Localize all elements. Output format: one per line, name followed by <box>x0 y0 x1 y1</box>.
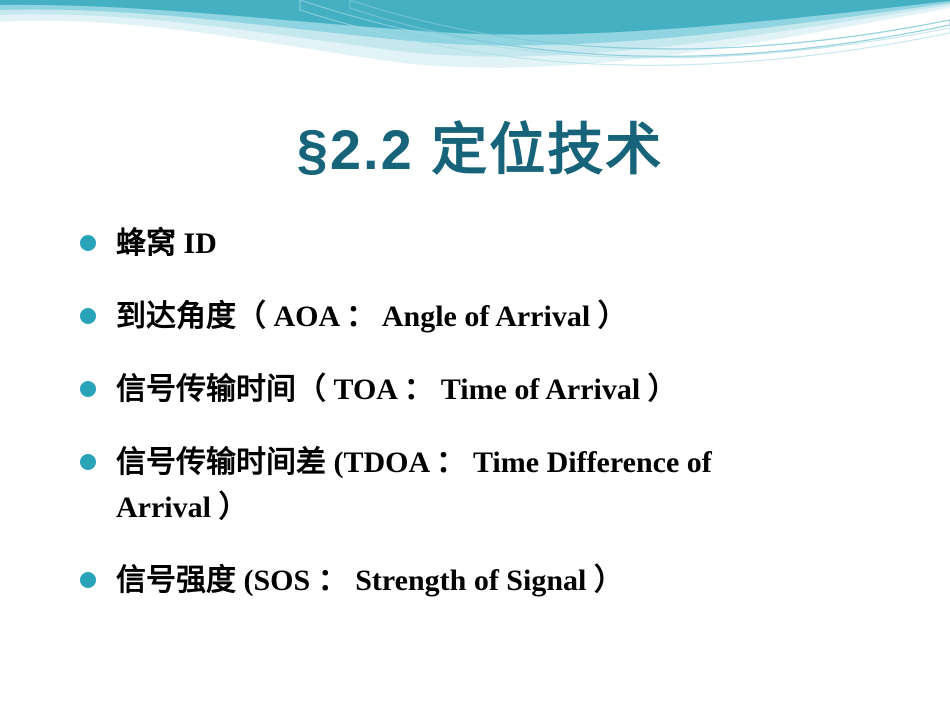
bullet-item: 蜂窝 ID <box>80 221 890 266</box>
bullet-list: 蜂窝 ID 到达角度（ AOA ： Angle of Arrival ） 信号传… <box>70 221 890 603</box>
slide-title: §2.2 定位技术 <box>70 105 890 186</box>
bullet-item: 信号传输时间差 (TDOA ： Time Difference of <box>80 440 890 485</box>
bullet-item: 到达角度（ AOA ： Angle of Arrival ） <box>80 294 890 339</box>
bullet-item: 信号传输时间（ TOA ： Time of Arrival ） <box>80 367 890 412</box>
bullet-continuation: Arrival ） <box>80 485 890 530</box>
bullet-item: 信号强度 (SOS ： Strength of Signal ） <box>80 558 890 603</box>
slide-container: §2.2 定位技术 蜂窝 ID 到达角度（ AOA ： Angle of Arr… <box>0 0 950 713</box>
